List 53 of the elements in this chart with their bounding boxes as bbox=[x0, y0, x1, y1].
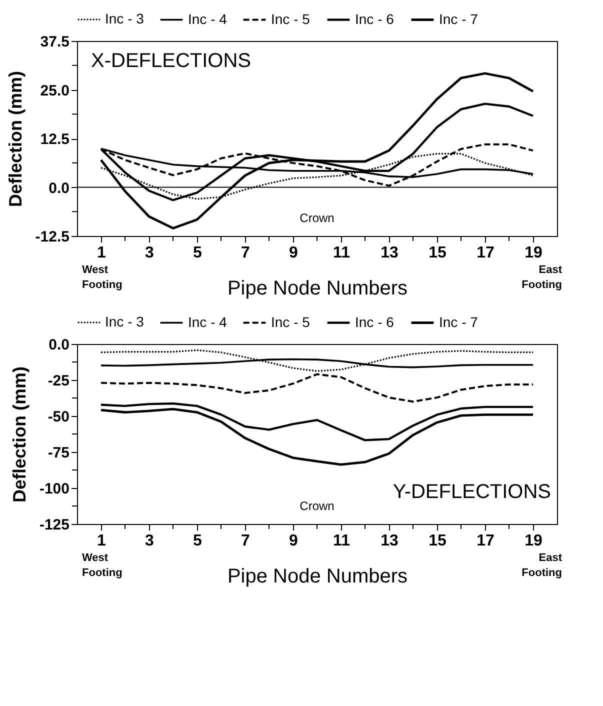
annotation: Crown bbox=[300, 211, 334, 225]
text: East Footing bbox=[522, 264, 562, 291]
x-tick-label: 1 bbox=[97, 244, 106, 262]
legend-label: Inc - 6 bbox=[355, 314, 394, 330]
y-tick-label: -125 bbox=[39, 516, 70, 534]
x-tick-label: 3 bbox=[145, 532, 154, 550]
y-tick-label: 25.0 bbox=[40, 82, 70, 100]
x-tick-label: 19 bbox=[524, 244, 542, 262]
legend-label: Inc - 4 bbox=[188, 10, 228, 27]
x-tick-label: 5 bbox=[193, 532, 202, 550]
y-tick-label: 0.0 bbox=[48, 336, 70, 354]
x-tick-label: 5 bbox=[193, 244, 202, 262]
legend-label: Inc - 3 bbox=[105, 314, 144, 330]
x-tick-label: 11 bbox=[333, 532, 350, 550]
x-tick-label: 17 bbox=[476, 244, 494, 262]
x-tick-label: 9 bbox=[289, 244, 298, 262]
text: East Footing bbox=[522, 552, 562, 579]
y-tick-label: -75 bbox=[48, 444, 70, 462]
legend-label: Inc - 3 bbox=[105, 10, 144, 26]
x-tick-label: 7 bbox=[241, 532, 250, 550]
x-tick-label: 9 bbox=[289, 532, 298, 550]
x-tick-label: 13 bbox=[380, 532, 398, 550]
x-tick-label: 1 bbox=[97, 532, 106, 550]
text: Y-DEFLECTIONS bbox=[392, 481, 551, 503]
y-tick-label: -50 bbox=[48, 408, 70, 426]
chart-title: X-DEFLECTIONS bbox=[91, 50, 252, 72]
y-axis-title: Deflection (mm) bbox=[9, 366, 30, 503]
y-axis-title: Deflection (mm) bbox=[5, 70, 26, 208]
x-axis-title: Pipe Node Numbers bbox=[227, 566, 408, 588]
x-tick-label: 15 bbox=[428, 244, 446, 262]
legend-label: Inc - 7 bbox=[439, 314, 478, 330]
y-tick-label: 0.0 bbox=[48, 180, 70, 197]
legend-label: Inc - 5 bbox=[271, 314, 310, 330]
annotation: Crown bbox=[300, 499, 334, 513]
x-tick-label: 15 bbox=[428, 532, 446, 550]
y-tick-label: -100 bbox=[39, 480, 70, 498]
legend-label: Inc - 6 bbox=[355, 10, 394, 27]
text: West Footing bbox=[82, 552, 122, 579]
x-tick-label: 7 bbox=[241, 244, 250, 262]
legend-label: Inc - 5 bbox=[271, 10, 310, 27]
x-tick-label: 17 bbox=[476, 532, 494, 550]
y-tick-label: 37.5 bbox=[40, 34, 70, 50]
legend-label: Inc - 4 bbox=[188, 314, 228, 330]
x-tick-label: 3 bbox=[145, 244, 154, 262]
y-tick-label: -25 bbox=[48, 372, 70, 390]
x-axis-title: Pipe Node Numbers bbox=[227, 278, 408, 300]
x-tick-label: 13 bbox=[380, 244, 398, 262]
y-tick-label: 12.5 bbox=[40, 131, 70, 148]
x-tick-label: 19 bbox=[524, 532, 542, 550]
y-tick-label: -12.5 bbox=[35, 228, 70, 246]
x-tick-label: 11 bbox=[333, 244, 350, 262]
legend-label: Inc - 7 bbox=[439, 10, 478, 27]
text: West Footing bbox=[82, 264, 122, 291]
